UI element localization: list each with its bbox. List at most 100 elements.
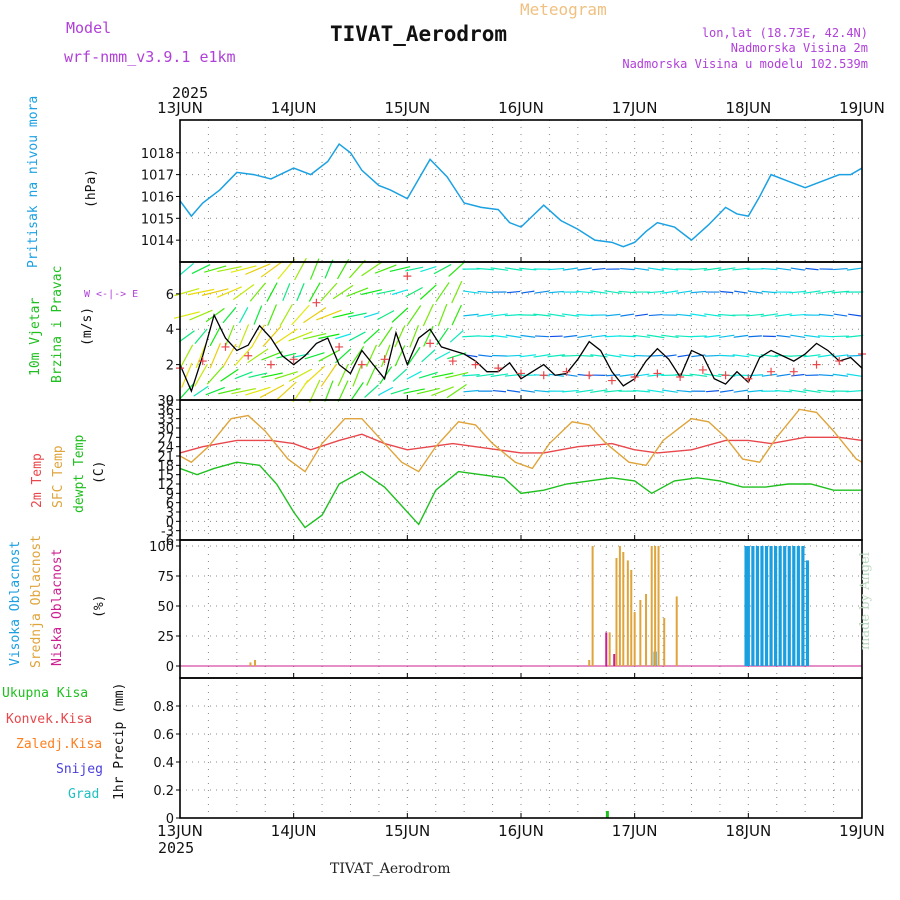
wind-arrow [661,389,678,393]
high-cloud-bar [801,546,805,666]
wind-arrow [261,372,283,379]
wind-arrow [719,389,734,393]
model-label: Model [66,19,112,37]
wind-arrow [179,262,194,276]
wind-arrow [562,267,579,271]
wind-arrow [449,329,464,343]
wind-arrow [238,324,250,349]
gust-marker [471,360,480,369]
wind-arrow [761,267,778,271]
wind-arrow [790,267,805,271]
wind-arrow [704,354,721,357]
wind-arrow [789,313,806,317]
year-bottom: 2025 [158,839,195,857]
wind-arrow [316,309,342,321]
y-tick-label: 3 [166,506,174,521]
wind-arrow [363,312,380,319]
wind-direction-legend: W <-|-> E [84,289,139,300]
wind-arrow [446,384,467,399]
wind-arrow [790,334,806,339]
gust-marker [380,355,389,364]
y-tick-label: 12 [157,478,174,493]
wind-arrow [817,389,836,393]
x-tick-label-top: 18JUN [725,99,771,117]
mid-cloud-bar [639,600,642,666]
x-tick-label-bottom: 14JUN [271,822,317,840]
wind-arrow [276,352,297,359]
wind-arrow [734,290,748,294]
wind-arrow [817,353,835,358]
credit-text: made by Angel [858,552,873,650]
wind-arrow [245,386,271,396]
wind-arrow [308,282,321,302]
wind-arrow [676,290,693,294]
cloud-ylabel-1: Visoka Oblacnost [8,540,23,666]
wind-arrow [833,267,848,271]
lonlat-text: lon,lat (18.73E, 42.4N) [701,26,868,40]
wind-arrow [561,313,579,317]
x-tick-label-top: 15JUN [384,99,430,117]
x-tick-label-top: 17JUN [612,99,658,117]
wind-arrow [805,267,819,271]
wind-arrow [604,335,622,338]
wind-arrow [201,288,229,296]
wind-arrow [337,380,349,402]
wind-arrow [732,354,750,358]
wind-arrow [324,380,334,402]
wind-arrow [363,328,380,344]
gust-marker [357,360,366,369]
wind-arrow [350,346,365,366]
wind-arrow [394,325,406,348]
wind-arrow [187,288,215,296]
precip-legend-5: Grad [68,787,100,802]
y-tick-label: 1016 [141,190,174,205]
gust-marker [744,374,753,383]
gust-marker [448,357,457,366]
wind-arrow [548,267,565,271]
wind-arrow [576,313,593,317]
wind-arrow [361,289,382,296]
wind-arrow [366,364,377,386]
wind-arrow [279,303,293,327]
grid-layer [180,120,862,819]
wind-arrow [253,305,263,325]
wind-arrow [451,280,463,304]
wind-arrow [646,334,665,339]
y-tick-label: 33 [157,413,174,428]
wind-arrow [391,289,408,296]
precip-legend-1: Ukupna Kisa [2,686,89,701]
wind-arrow [364,384,379,398]
wind-arrow [420,266,437,273]
wind-arrow [803,389,821,394]
wind-arrow [718,334,735,339]
mid-cloud-bar [650,546,653,666]
wind-arrow [376,289,395,295]
wind-arrow [478,354,493,358]
x-tick-label-top: 16JUN [498,99,544,117]
wind-arrow [590,290,608,294]
wind-arrow [620,267,635,271]
wind-arrow [490,313,508,317]
wind-arrow [492,389,507,393]
wind-arrow [462,373,480,377]
wind-arrow [775,313,793,317]
mid-cloud-bar [675,596,678,666]
x-tick-label-bottom: 19JUN [839,822,885,840]
y-tick-label: 0 [166,394,174,409]
wind-arrow [247,348,269,364]
x-tick-label-bottom: 16JUN [498,822,544,840]
wind-arrow [365,344,378,367]
wind-arrow [234,345,253,366]
gust-marker [721,371,730,380]
x-tick-label-bottom: 13JUN [157,822,203,840]
wind-arrow [406,370,422,380]
wind-arrow [392,368,408,382]
cloud-unit: (%) [92,594,107,618]
wind-arrow [291,304,310,326]
y-tick-label: 6 [166,497,174,512]
high-cloud-bar [787,546,791,666]
wind-arrow [217,266,242,273]
wind-arrow [563,334,578,338]
gust-marker [198,357,207,366]
